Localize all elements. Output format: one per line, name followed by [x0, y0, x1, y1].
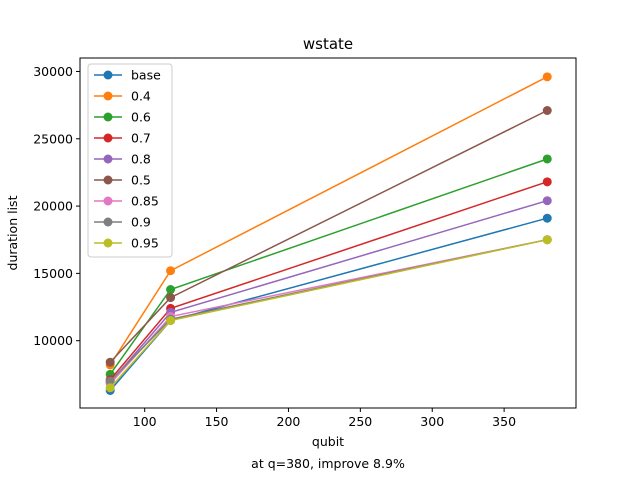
y-tick-label: 15000 [33, 266, 73, 281]
data-point [105, 376, 115, 386]
legend-marker [103, 112, 113, 122]
y-axis: 10000 15000 20000 25000 30000 [33, 64, 80, 348]
y-tick-label: 25000 [33, 131, 73, 146]
x-tick-label: 250 [348, 414, 372, 429]
data-point [166, 285, 176, 295]
legend-marker [103, 70, 113, 80]
data-point [105, 383, 115, 393]
legend-box [87, 63, 173, 258]
series-layer [105, 72, 552, 395]
y-axis-label: duration list [5, 195, 20, 270]
data-point [166, 316, 176, 325]
x-tick-label: 100 [133, 414, 157, 429]
legend-marker [103, 196, 113, 206]
y-tick-label: 30000 [33, 64, 73, 79]
legend-label: 0.5 [131, 173, 151, 188]
data-point [542, 154, 552, 164]
data-point [166, 293, 176, 303]
legend-label: 0.95 [131, 236, 159, 251]
legend-marker [103, 133, 113, 143]
series-0.5 [105, 106, 552, 367]
chart-title: wstate [303, 35, 353, 53]
legend-marker [103, 217, 113, 227]
data-point [542, 235, 552, 245]
legend-marker [103, 154, 113, 164]
legend-label: base [131, 68, 161, 83]
x-tick-label: 300 [420, 414, 444, 429]
y-tick-label: 10000 [33, 333, 73, 348]
legend-item: 0.4 [94, 89, 151, 104]
legend-item: 0.95 [94, 236, 159, 251]
data-point [542, 196, 552, 206]
plot-frame [79, 57, 577, 409]
data-point [166, 266, 176, 276]
data-point [542, 72, 552, 82]
legend-item: 0.6 [94, 110, 151, 125]
legend-item: 0.7 [94, 131, 151, 146]
legend-item: base [94, 68, 161, 83]
data-point [105, 357, 115, 367]
legend-label: 0.8 [131, 152, 151, 167]
data-point [542, 213, 552, 223]
x-tick-label: 150 [205, 414, 229, 429]
legend-item: 0.8 [94, 152, 151, 167]
x-axis: 100 150 200 250 300 350 [133, 408, 516, 429]
chart-caption: at q=380, improve 8.9% [251, 456, 405, 471]
legend-marker [103, 175, 113, 185]
legend-item: 0.9 [94, 215, 151, 230]
data-point [542, 177, 552, 187]
legend-item: 0.5 [94, 173, 151, 188]
series-0.95 [105, 235, 552, 393]
x-tick-label: 200 [277, 414, 301, 429]
legend-label: 0.4 [131, 89, 151, 104]
legend-item: 0.85 [94, 194, 159, 209]
legend-marker [103, 91, 113, 101]
x-tick-label: 350 [492, 414, 516, 429]
legend-label: 0.85 [131, 194, 159, 209]
legend-marker [103, 238, 113, 248]
y-tick-label: 20000 [33, 199, 73, 214]
legend-label: 0.6 [131, 110, 151, 125]
legend-label: 0.9 [131, 215, 151, 230]
x-axis-label: qubit [312, 434, 344, 449]
legend-label: 0.7 [131, 131, 151, 146]
legend: base 0.4 0.6 0.7 0.8 0.5 0.85 0.9 0.95 [87, 63, 173, 258]
data-point [542, 106, 552, 115]
